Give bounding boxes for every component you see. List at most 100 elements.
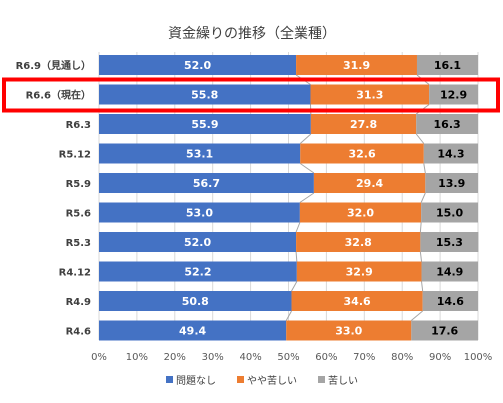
data-label: 32.0 bbox=[347, 207, 374, 220]
series-line bbox=[423, 163, 426, 174]
series-line bbox=[299, 192, 315, 203]
x-tick-label: 80% bbox=[391, 352, 413, 363]
x-tick-label: 20% bbox=[164, 352, 186, 363]
bar-segment bbox=[416, 114, 478, 134]
x-tick-label: 40% bbox=[239, 352, 261, 363]
series-line bbox=[295, 222, 301, 233]
bar-segment bbox=[99, 291, 292, 311]
bar-segment bbox=[99, 232, 297, 252]
data-label: 12.9 bbox=[440, 89, 467, 102]
series-line bbox=[295, 251, 298, 262]
series-line bbox=[419, 251, 423, 262]
category-label: R4.12 bbox=[59, 268, 91, 279]
bar-segment bbox=[99, 55, 297, 75]
series-line bbox=[299, 133, 312, 144]
series-line bbox=[285, 310, 292, 321]
bar-segment bbox=[99, 202, 300, 223]
bar-segment bbox=[296, 232, 421, 252]
data-label: 14.6 bbox=[437, 295, 464, 308]
bar-segment bbox=[300, 143, 424, 164]
bar-segment bbox=[416, 55, 478, 75]
series-line bbox=[419, 222, 422, 233]
data-label: 55.9 bbox=[191, 118, 218, 131]
category-labels: R6.9（見通し） R6.6（現在） R6.3 R5.12 R5.9 R5.6 R5.3 R4… bbox=[16, 59, 91, 338]
category-label: R5.6 bbox=[66, 209, 91, 220]
legend: 問題なし やや苦しい 苦しい bbox=[166, 374, 358, 387]
category-label: R5.12 bbox=[59, 150, 91, 161]
x-tick-label: 50% bbox=[277, 352, 299, 363]
legend-label: やや苦しい bbox=[247, 374, 297, 387]
data-label: 52.0 bbox=[184, 59, 211, 72]
legend-label: 苦しい bbox=[328, 374, 358, 387]
data-label: 13.9 bbox=[438, 177, 465, 190]
data-label: 29.4 bbox=[356, 177, 383, 190]
bar-segment bbox=[99, 143, 301, 164]
bar-segment bbox=[291, 291, 423, 311]
category-label: R4.6 bbox=[66, 327, 91, 338]
data-label: 14.9 bbox=[436, 266, 463, 279]
data-label: 50.8 bbox=[182, 295, 209, 308]
x-tick-label: 10% bbox=[126, 352, 148, 363]
data-label: 14.3 bbox=[437, 148, 464, 161]
bar-segment bbox=[286, 320, 412, 341]
category-label: R6.6（現在） bbox=[26, 89, 91, 102]
x-tick-label: 0% bbox=[91, 352, 107, 363]
series-line bbox=[415, 133, 425, 144]
data-label: 34.6 bbox=[344, 295, 371, 308]
category-label: R5.9 bbox=[66, 179, 91, 190]
data-label: 56.7 bbox=[193, 177, 220, 190]
data-label: 49.4 bbox=[179, 325, 206, 338]
legend-swatch bbox=[237, 376, 244, 383]
bar-segment bbox=[99, 173, 314, 193]
series-line bbox=[421, 281, 424, 292]
x-tick-label: 70% bbox=[353, 352, 375, 363]
x-axis-ticks: 0% 10% 20% 30% 40% 50% 60% 70% 80% 90% 100% bbox=[91, 352, 492, 363]
bar-segment bbox=[99, 261, 297, 282]
bar-segment bbox=[313, 173, 426, 193]
chart-title: 資金繰りの推移（全業種） bbox=[168, 25, 336, 42]
legend-swatch bbox=[166, 376, 173, 383]
bar-segment bbox=[296, 55, 417, 75]
series-line bbox=[420, 192, 426, 203]
data-label: 31.9 bbox=[343, 59, 370, 72]
data-label: 17.6 bbox=[431, 325, 458, 338]
data-label: 52.0 bbox=[184, 236, 211, 249]
bar-segment bbox=[422, 291, 478, 311]
bars bbox=[99, 55, 479, 341]
bar-segment bbox=[299, 202, 422, 223]
data-label: 16.1 bbox=[434, 59, 461, 72]
data-label: 15.0 bbox=[436, 207, 463, 220]
bar-segment bbox=[310, 84, 430, 105]
bar-segment bbox=[99, 320, 287, 341]
category-label: R4.9 bbox=[66, 297, 91, 308]
series-line bbox=[410, 310, 423, 321]
bar-segment bbox=[99, 84, 311, 105]
data-label: 53.1 bbox=[186, 148, 213, 161]
highlight-box bbox=[2, 77, 500, 113]
category-label: R6.9（見通し） bbox=[16, 59, 91, 72]
bar-segment bbox=[429, 84, 478, 105]
bar-segment bbox=[423, 143, 478, 164]
bar-segment bbox=[420, 232, 479, 252]
x-tick-label: 90% bbox=[429, 352, 451, 363]
data-label: 15.3 bbox=[436, 236, 463, 249]
legend-label: 問題なし bbox=[176, 375, 216, 387]
data-label: 27.8 bbox=[350, 118, 377, 131]
x-tick-label: 30% bbox=[202, 352, 224, 363]
legend-swatch bbox=[318, 376, 325, 383]
data-label: 16.3 bbox=[434, 118, 461, 131]
x-tick-label: 60% bbox=[315, 352, 337, 363]
bar-segment bbox=[310, 114, 417, 134]
category-label: R5.3 bbox=[66, 238, 91, 249]
data-label: 32.8 bbox=[345, 236, 372, 249]
bar-segment bbox=[421, 261, 478, 282]
bar-segment bbox=[99, 114, 311, 134]
data-label: 32.6 bbox=[348, 148, 375, 161]
bar-segment bbox=[425, 173, 478, 193]
data-label: 33.0 bbox=[335, 325, 362, 338]
bar-labels: 52.0 31.9 16.1 55.8 31.3 12.9 55.9 27.8 16.3 53.1… bbox=[179, 59, 467, 338]
series-line bbox=[299, 163, 315, 174]
bar-segment bbox=[296, 261, 422, 282]
x-tick-label: 100% bbox=[464, 352, 493, 363]
